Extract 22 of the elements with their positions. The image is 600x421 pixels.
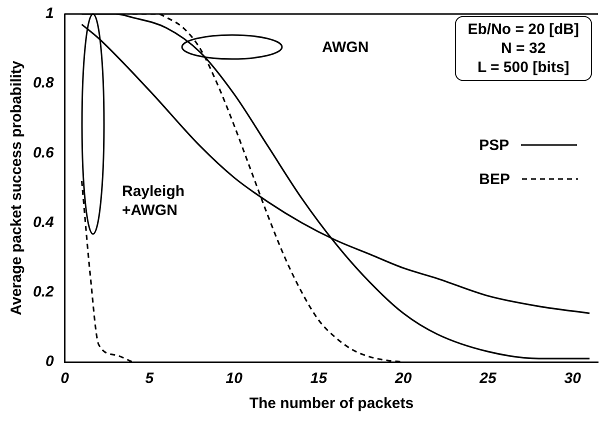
annotation: Eb/No = 20 [dB] bbox=[468, 20, 579, 39]
y-tick-label: 0.4 bbox=[32, 214, 54, 231]
y-tick-label: 0.6 bbox=[32, 144, 54, 162]
x-tick-label: 10 bbox=[226, 370, 244, 388]
y-tick-label: 0.8 bbox=[32, 74, 54, 92]
legend-label: PSP bbox=[479, 136, 510, 154]
x-tick-label: 0 bbox=[60, 370, 70, 388]
y-axis-title: Average packet success probability bbox=[8, 60, 26, 316]
x-tick-label: 5 bbox=[145, 370, 154, 388]
annotation: L = 500 [bits] bbox=[476, 58, 570, 77]
y-tick-label: 1 bbox=[46, 5, 54, 22]
x-axis-title: The number of packets bbox=[249, 395, 414, 412]
annotation: N = 32 bbox=[500, 39, 547, 58]
legend-label: BEP bbox=[479, 170, 510, 188]
annotation: Rayleigh +AWGN bbox=[122, 182, 185, 220]
x-tick-label: 20 bbox=[394, 370, 412, 388]
x-tick-label: 25 bbox=[478, 370, 497, 388]
x-tick-label: 15 bbox=[310, 370, 328, 388]
annotation: AWGN bbox=[322, 38, 369, 57]
y-tick-label: 0 bbox=[46, 353, 55, 370]
y-tick-label: 0.2 bbox=[32, 284, 54, 301]
x-tick-label: 30 bbox=[564, 370, 582, 388]
